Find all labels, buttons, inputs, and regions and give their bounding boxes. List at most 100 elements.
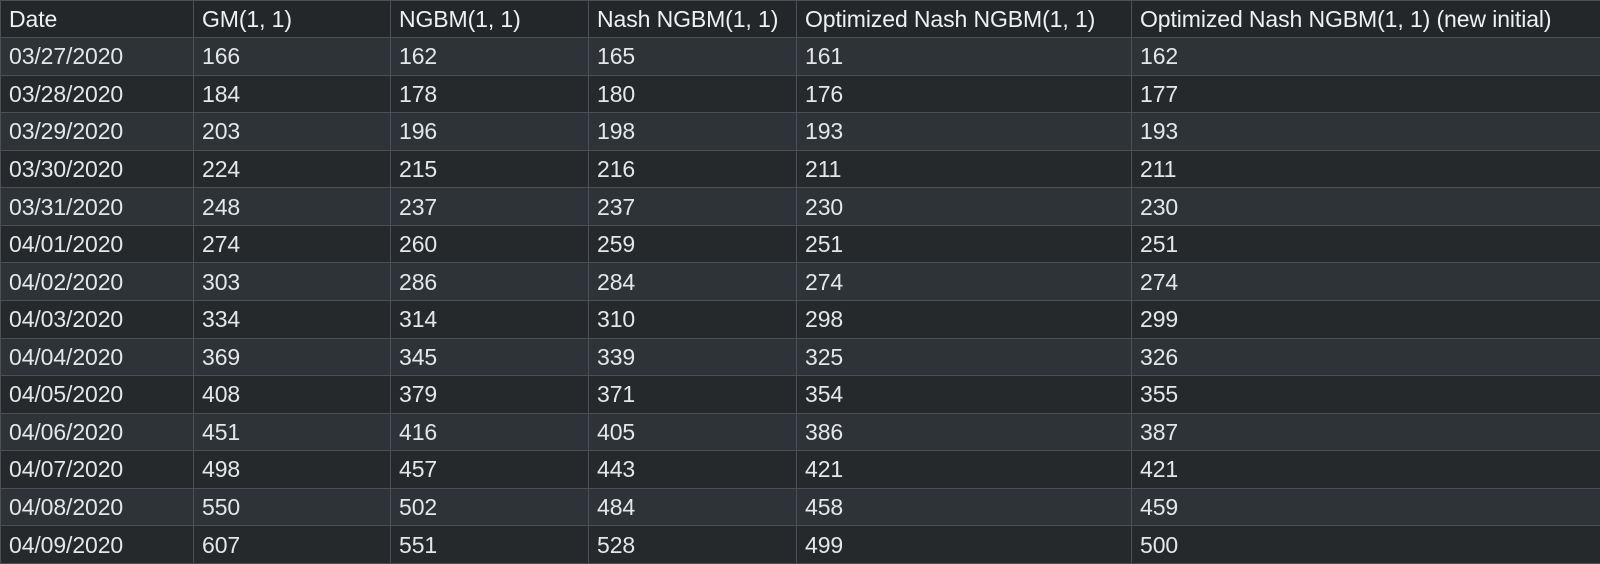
gm-cell[interactable]: 248 [193, 187, 391, 226]
ngbm-cell[interactable]: 162 [390, 37, 589, 76]
ngbm-cell[interactable]: 457 [390, 450, 589, 489]
header-nash-ngbm[interactable]: Nash NGBM(1, 1) [588, 0, 797, 38]
header-optimized-nash-ngbm[interactable]: Optimized Nash NGBM(1, 1) [796, 0, 1132, 38]
table-row[interactable]: 03/31/2020 248 237 237 230 230 [0, 187, 1600, 226]
optimized-nash-ngbm-cell[interactable]: 354 [796, 375, 1132, 414]
nash-ngbm-cell[interactable]: 371 [588, 375, 797, 414]
nash-ngbm-cell[interactable]: 259 [588, 224, 797, 264]
ngbm-cell[interactable]: 314 [390, 299, 589, 339]
gm-cell[interactable]: 607 [193, 525, 391, 564]
ngbm-cell[interactable]: 178 [390, 74, 589, 114]
nash-ngbm-cell[interactable]: 443 [588, 450, 797, 489]
nash-ngbm-cell[interactable]: 528 [588, 525, 797, 564]
optimized-nash-ngbm-new-initial-cell[interactable]: 193 [1131, 112, 1600, 151]
ngbm-cell[interactable]: 379 [390, 375, 589, 414]
date-cell[interactable]: 03/31/2020 [0, 187, 194, 226]
optimized-nash-ngbm-new-initial-cell[interactable]: 421 [1131, 450, 1600, 489]
optimized-nash-ngbm-new-initial-cell[interactable]: 177 [1131, 74, 1600, 114]
gm-cell[interactable]: 166 [193, 37, 391, 76]
header-gm[interactable]: GM(1, 1) [193, 0, 391, 38]
optimized-nash-ngbm-cell[interactable]: 458 [796, 487, 1132, 527]
optimized-nash-ngbm-new-initial-cell[interactable]: 211 [1131, 149, 1600, 189]
gm-cell[interactable]: 451 [193, 412, 391, 452]
nash-ngbm-cell[interactable]: 484 [588, 487, 797, 527]
table-row[interactable]: 04/09/2020 607 551 528 499 500 [0, 525, 1600, 564]
gm-cell[interactable]: 274 [193, 224, 391, 264]
gm-cell[interactable]: 203 [193, 112, 391, 151]
nash-ngbm-cell[interactable]: 216 [588, 149, 797, 189]
table-row[interactable]: 04/07/2020 498 457 443 421 421 [0, 450, 1600, 489]
date-cell[interactable]: 03/29/2020 [0, 112, 194, 151]
optimized-nash-ngbm-new-initial-cell[interactable]: 162 [1131, 37, 1600, 76]
ngbm-cell[interactable]: 502 [390, 487, 589, 527]
ngbm-cell[interactable]: 237 [390, 187, 589, 226]
optimized-nash-ngbm-cell[interactable]: 230 [796, 187, 1132, 226]
optimized-nash-ngbm-cell[interactable]: 193 [796, 112, 1132, 151]
optimized-nash-ngbm-cell[interactable]: 161 [796, 37, 1132, 76]
ngbm-cell[interactable]: 345 [390, 337, 589, 377]
gm-cell[interactable]: 184 [193, 74, 391, 114]
date-cell[interactable]: 04/03/2020 [0, 299, 194, 339]
date-cell[interactable]: 04/01/2020 [0, 224, 194, 264]
optimized-nash-ngbm-cell[interactable]: 499 [796, 525, 1132, 564]
gm-cell[interactable]: 369 [193, 337, 391, 377]
ngbm-cell[interactable]: 286 [390, 262, 589, 301]
table-row[interactable]: 03/27/2020 166 162 165 161 162 [0, 37, 1600, 76]
header-date[interactable]: Date [0, 0, 194, 38]
optimized-nash-ngbm-new-initial-cell[interactable]: 299 [1131, 299, 1600, 339]
nash-ngbm-cell[interactable]: 405 [588, 412, 797, 452]
table-row[interactable]: 04/01/2020 274 260 259 251 251 [0, 224, 1600, 264]
header-optimized-nash-ngbm-new-initial[interactable]: Optimized Nash NGBM(1, 1) (new initial) [1131, 0, 1600, 38]
date-cell[interactable]: 04/05/2020 [0, 375, 194, 414]
table-row[interactable]: 04/02/2020 303 286 284 274 274 [0, 262, 1600, 301]
optimized-nash-ngbm-new-initial-cell[interactable]: 500 [1131, 525, 1600, 564]
table-row[interactable]: 04/06/2020 451 416 405 386 387 [0, 412, 1600, 452]
ngbm-cell[interactable]: 260 [390, 224, 589, 264]
nash-ngbm-cell[interactable]: 284 [588, 262, 797, 301]
nash-ngbm-cell[interactable]: 180 [588, 74, 797, 114]
optimized-nash-ngbm-new-initial-cell[interactable]: 326 [1131, 337, 1600, 377]
date-cell[interactable]: 04/07/2020 [0, 450, 194, 489]
table-row[interactable]: 03/29/2020 203 196 198 193 193 [0, 112, 1600, 151]
date-cell[interactable]: 04/04/2020 [0, 337, 194, 377]
gm-cell[interactable]: 550 [193, 487, 391, 527]
date-cell[interactable]: 04/02/2020 [0, 262, 194, 301]
table-row[interactable]: 04/08/2020 550 502 484 458 459 [0, 487, 1600, 527]
optimized-nash-ngbm-cell[interactable]: 421 [796, 450, 1132, 489]
optimized-nash-ngbm-cell[interactable]: 298 [796, 299, 1132, 339]
table-row[interactable]: 04/03/2020 334 314 310 298 299 [0, 299, 1600, 339]
optimized-nash-ngbm-cell[interactable]: 325 [796, 337, 1132, 377]
date-cell[interactable]: 04/06/2020 [0, 412, 194, 452]
optimized-nash-ngbm-new-initial-cell[interactable]: 230 [1131, 187, 1600, 226]
ngbm-cell[interactable]: 551 [390, 525, 589, 564]
optimized-nash-ngbm-new-initial-cell[interactable]: 387 [1131, 412, 1600, 452]
table-row[interactable]: 04/04/2020 369 345 339 325 326 [0, 337, 1600, 377]
table-row[interactable]: 03/28/2020 184 178 180 176 177 [0, 74, 1600, 114]
optimized-nash-ngbm-new-initial-cell[interactable]: 459 [1131, 487, 1600, 527]
date-cell[interactable]: 03/28/2020 [0, 74, 194, 114]
nash-ngbm-cell[interactable]: 237 [588, 187, 797, 226]
header-ngbm[interactable]: NGBM(1, 1) [390, 0, 589, 38]
optimized-nash-ngbm-new-initial-cell[interactable]: 274 [1131, 262, 1600, 301]
nash-ngbm-cell[interactable]: 310 [588, 299, 797, 339]
ngbm-cell[interactable]: 196 [390, 112, 589, 151]
optimized-nash-ngbm-cell[interactable]: 176 [796, 74, 1132, 114]
nash-ngbm-cell[interactable]: 165 [588, 37, 797, 76]
date-cell[interactable]: 04/08/2020 [0, 487, 194, 527]
gm-cell[interactable]: 334 [193, 299, 391, 339]
optimized-nash-ngbm-new-initial-cell[interactable]: 251 [1131, 224, 1600, 264]
ngbm-cell[interactable]: 215 [390, 149, 589, 189]
optimized-nash-ngbm-new-initial-cell[interactable]: 355 [1131, 375, 1600, 414]
nash-ngbm-cell[interactable]: 339 [588, 337, 797, 377]
date-cell[interactable]: 03/30/2020 [0, 149, 194, 189]
optimized-nash-ngbm-cell[interactable]: 211 [796, 149, 1132, 189]
date-cell[interactable]: 04/09/2020 [0, 525, 194, 564]
table-row[interactable]: 04/05/2020 408 379 371 354 355 [0, 375, 1600, 414]
table-row[interactable]: 03/30/2020 224 215 216 211 211 [0, 149, 1600, 189]
optimized-nash-ngbm-cell[interactable]: 274 [796, 262, 1132, 301]
gm-cell[interactable]: 303 [193, 262, 391, 301]
date-cell[interactable]: 03/27/2020 [0, 37, 194, 76]
gm-cell[interactable]: 498 [193, 450, 391, 489]
nash-ngbm-cell[interactable]: 198 [588, 112, 797, 151]
optimized-nash-ngbm-cell[interactable]: 251 [796, 224, 1132, 264]
